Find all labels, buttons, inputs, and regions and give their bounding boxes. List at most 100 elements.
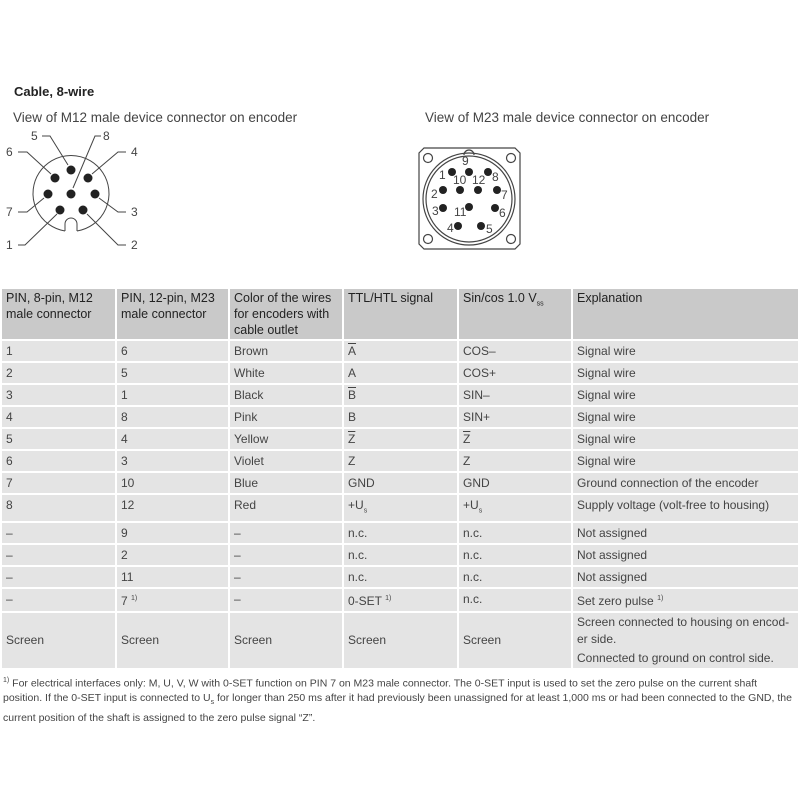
cell-text: 11 bbox=[121, 570, 134, 585]
table-row: 4 8 Pink B SIN+ Signal wire bbox=[0, 405, 800, 429]
cell-text: Brown bbox=[234, 344, 269, 358]
cell-text: Screen bbox=[463, 633, 502, 648]
cell-text: 4 bbox=[121, 432, 128, 446]
cell-ttl-htl-signal: A bbox=[342, 339, 459, 363]
cell-text: 9 bbox=[121, 526, 128, 541]
cell-text: Screen bbox=[348, 633, 387, 648]
cell-ttl-htl-signal: 0-SET 1) bbox=[342, 587, 459, 614]
cell-text: Signal wire bbox=[577, 432, 636, 446]
table-row: – 9 – n.c. n.c. Not assigned bbox=[0, 521, 800, 546]
table-row: Screen Screen Screen Screen Screen Screen con… bbox=[0, 611, 800, 671]
cell-explanation: Signal wire bbox=[571, 449, 800, 473]
cell-sup: 1) bbox=[131, 595, 138, 603]
cell-sincos-signal: Z bbox=[457, 449, 573, 473]
cell-m12-pin: – bbox=[0, 565, 117, 590]
pin-label: 5 bbox=[486, 222, 493, 236]
pin-label: 4 bbox=[447, 221, 454, 235]
cell-sincos-signal: SIN– bbox=[457, 383, 573, 407]
cell-wire-color: Yellow bbox=[228, 427, 344, 451]
cell-text: – bbox=[6, 570, 13, 585]
cell-m23-pin: 11 bbox=[115, 565, 230, 590]
cell-sincos-signal: n.c. bbox=[457, 587, 573, 614]
cell-ttl-htl-signal: n.c. bbox=[342, 543, 459, 568]
cell-text: – bbox=[6, 592, 13, 607]
cell-explanation: Not assigned bbox=[571, 543, 800, 568]
cell-text: – bbox=[234, 592, 241, 607]
cell-explanation: Set zero pulse 1) bbox=[571, 587, 800, 614]
pin-label: 5 bbox=[31, 129, 38, 143]
cell-text: n.c. bbox=[348, 570, 368, 585]
cell-text: 8 bbox=[6, 498, 13, 512]
cell-m12-pin: 7 bbox=[0, 471, 117, 495]
cell-text: Signal wire bbox=[577, 366, 636, 380]
cell-text: n.c. bbox=[463, 570, 483, 585]
cell-text: Not assigned bbox=[577, 526, 648, 541]
header-explanation: Explanation bbox=[571, 287, 800, 341]
cell-text: Screen bbox=[6, 633, 45, 648]
cell-text: 5 bbox=[121, 366, 128, 380]
cell-ttl-htl-signal: Z bbox=[342, 427, 459, 451]
cell-explanation: Signal wire bbox=[571, 383, 800, 407]
table-row: – 2 – n.c. n.c. Not assigned bbox=[0, 543, 800, 568]
cell-text: B bbox=[348, 388, 357, 402]
cell-wire-color: Screen bbox=[228, 611, 344, 671]
cell-m23-pin: 2 bbox=[115, 543, 230, 568]
cell-ttl-htl-signal: Screen bbox=[342, 611, 459, 671]
header-sincos-sub: ss bbox=[536, 300, 544, 308]
pin-label: 2 bbox=[431, 187, 438, 201]
cell-text: Red bbox=[234, 498, 257, 512]
table-and-footnote: PIN, 8-pin, M12 male connector PIN, 12-p… bbox=[0, 287, 800, 725]
footnote-sub: s bbox=[210, 699, 215, 707]
cell-text: Yellow bbox=[234, 432, 269, 446]
cell-text: – bbox=[6, 526, 13, 541]
cell-text: Violet bbox=[234, 454, 264, 468]
cell-sincos-signal: GND bbox=[457, 471, 573, 495]
pin-label: 3 bbox=[432, 204, 439, 218]
cell-sup: 1) bbox=[657, 595, 664, 603]
cell-sincos-signal: n.c. bbox=[457, 565, 573, 590]
cell-wire-color: – bbox=[228, 543, 344, 568]
cell-wire-color: Blue bbox=[228, 471, 344, 495]
table-row: 7 10 Blue GND GND Ground connection of the en… bbox=[0, 471, 800, 495]
cell-text: +U bbox=[463, 498, 479, 512]
cell-explanation: Signal wire bbox=[571, 405, 800, 429]
cell-m12-pin: 8 bbox=[0, 492, 117, 524]
table-row: 5 4 Yellow Z Z Signal wire bbox=[0, 427, 800, 451]
cell-explanation: Signal wire bbox=[571, 361, 800, 385]
pin-label: 7 bbox=[501, 188, 508, 202]
cell-text: n.c. bbox=[463, 526, 483, 541]
table-row: 3 1 Black B SIN– Signal wire bbox=[0, 383, 800, 407]
cell-text: 2 bbox=[6, 366, 13, 380]
cell-sub: s bbox=[363, 507, 368, 515]
pin-label: 8 bbox=[103, 129, 110, 143]
cell-sincos-signal: Screen bbox=[457, 611, 573, 671]
cell-text: Not assigned bbox=[577, 548, 648, 563]
cell-text: Signal wire bbox=[577, 454, 636, 468]
cell-wire-color: Red bbox=[228, 492, 344, 524]
cell-text: 10 bbox=[121, 476, 135, 490]
cell-text: Screen connected to housing on encod-er … bbox=[577, 615, 790, 647]
cell-text: Ground connection of the encoder bbox=[577, 476, 759, 490]
table-row: 2 5 White A COS+ Signal wire bbox=[0, 361, 800, 385]
cell-text: Set zero pulse bbox=[577, 594, 654, 609]
cell-m23-pin: 12 bbox=[115, 492, 230, 524]
cell-text: 5 bbox=[6, 432, 13, 446]
cell-wire-color: Pink bbox=[228, 405, 344, 429]
cell-wire-color: – bbox=[228, 587, 344, 614]
cell-explanation: Not assigned bbox=[571, 565, 800, 590]
cell-ttl-htl-signal: GND bbox=[342, 471, 459, 495]
header-ttl-htl: TTL/HTL signal bbox=[342, 287, 459, 341]
cell-text: 7 bbox=[121, 594, 128, 609]
header-sincos: Sin/cos 1.0 Vss bbox=[457, 287, 573, 341]
cell-text: Supply voltage (volt-free to housing) bbox=[577, 498, 770, 512]
cell-text: – bbox=[234, 526, 241, 541]
header-wire-color: Color of the wires for encoders with cab… bbox=[228, 287, 344, 341]
cell-m12-pin: 3 bbox=[0, 383, 117, 407]
cell-sincos-signal: COS+ bbox=[457, 361, 573, 385]
cell-wire-color: – bbox=[228, 565, 344, 590]
cell-text: n.c. bbox=[463, 548, 483, 563]
m23-caption: View of M23 male device connector on enc… bbox=[425, 110, 710, 125]
header-sincos-label: Sin/cos 1.0 V bbox=[463, 291, 537, 305]
cell-text: White bbox=[234, 366, 265, 380]
cell-explanation: Not assigned bbox=[571, 521, 800, 546]
